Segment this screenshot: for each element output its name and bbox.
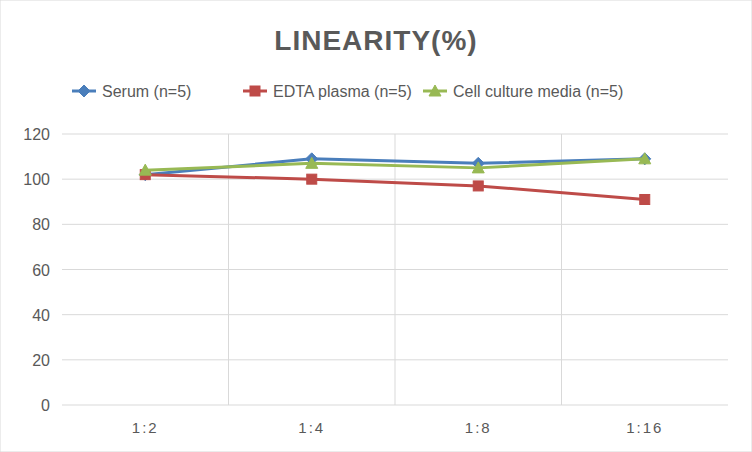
y-tick-label: 0 — [41, 397, 50, 414]
legend-label: EDTA plasma (n=5) — [273, 83, 412, 100]
point — [139, 164, 151, 175]
legend-label: Cell culture media (n=5) — [453, 83, 623, 100]
category-divider — [561, 134, 562, 405]
category-divider — [228, 134, 229, 405]
legend-marker — [78, 85, 90, 97]
x-tick-label: 1:4 — [298, 419, 325, 436]
series-line — [145, 175, 645, 200]
category-divider — [395, 134, 396, 405]
point — [640, 194, 650, 204]
x-tick-label: 1:2 — [132, 419, 159, 436]
y-tick-label: 40 — [32, 307, 50, 324]
point — [473, 181, 483, 191]
legend-label: Serum (n=5) — [102, 83, 191, 100]
y-tick-label: 60 — [32, 262, 50, 279]
background — [0, 0, 752, 452]
legend-item: Cell culture media (n=5) — [423, 83, 623, 100]
point — [306, 157, 318, 168]
y-tick-label: 80 — [32, 216, 50, 233]
legend-item: EDTA plasma (n=5) — [243, 83, 412, 100]
x-tick-label: 1:8 — [465, 419, 492, 436]
point — [472, 162, 484, 173]
y-tick-label: 20 — [32, 352, 50, 369]
x-tick-label: 1:16 — [626, 419, 663, 436]
chart: LINEARITY(%) 0 20 40 60 80 100 120 1:2 1:4 1:8 1:16… — [0, 0, 752, 452]
point — [639, 153, 651, 164]
legend-marker — [429, 85, 441, 96]
title: LINEARITY(%) — [274, 25, 477, 56]
series-line — [145, 159, 645, 170]
plot-area — [139, 153, 651, 205]
y-tick-label: 120 — [23, 126, 50, 143]
point — [307, 174, 317, 184]
legend-marker — [250, 86, 260, 96]
y-tick-label: 100 — [23, 171, 50, 188]
legend-item: Serum (n=5) — [72, 83, 191, 100]
series-line — [145, 159, 645, 175]
